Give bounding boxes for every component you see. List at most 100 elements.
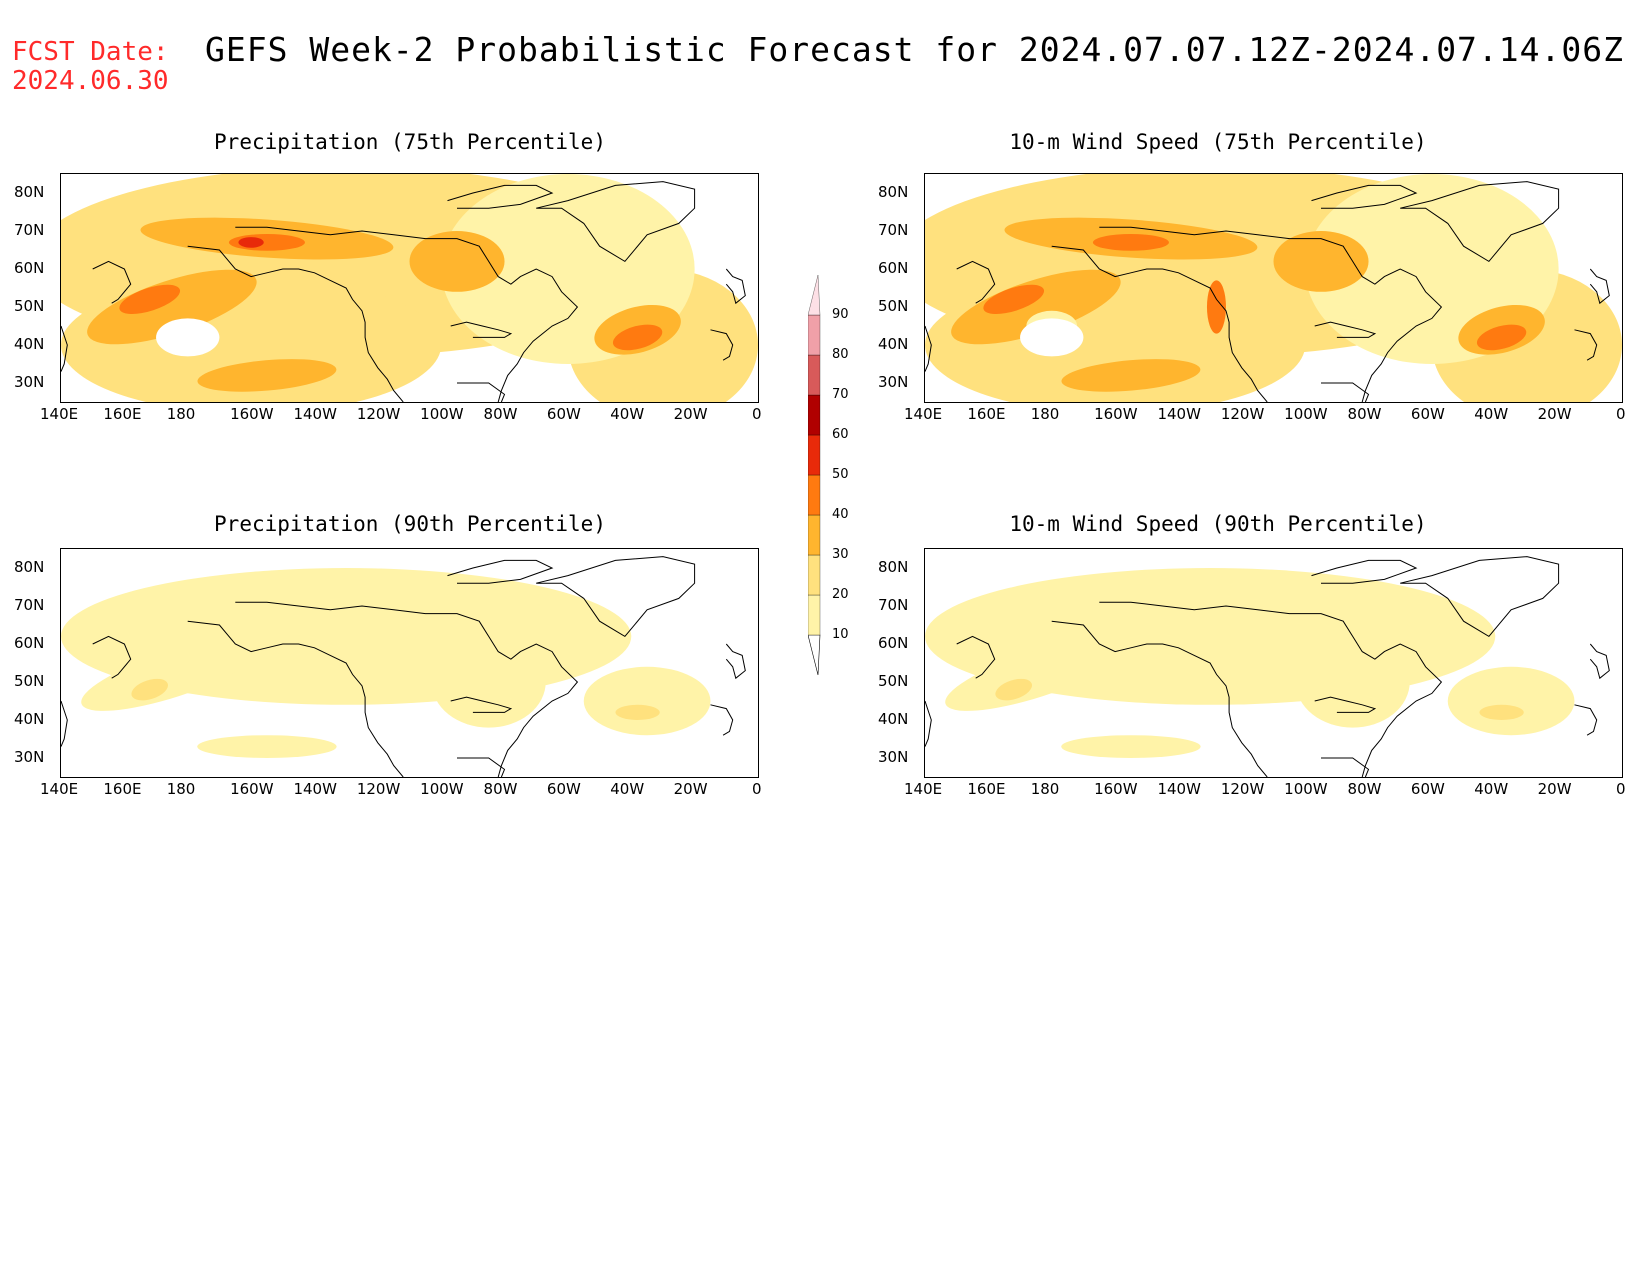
coastline (725, 643, 746, 680)
coastline (925, 700, 932, 747)
lat-tick-label: 80N (878, 558, 909, 576)
prob-40-area (1092, 234, 1169, 251)
lat-tick-label: 50N (14, 297, 45, 315)
coastline (1099, 601, 1443, 777)
lon-tick-label: 40W (1474, 780, 1509, 798)
coastline (956, 635, 996, 679)
prob-below-10-area (156, 318, 220, 357)
prob-20-area (131, 678, 169, 701)
lon-tick-label: 120W (1220, 405, 1265, 423)
prob-30-area (87, 269, 257, 345)
lat-tick-label: 30N (14, 748, 45, 766)
coastline (1051, 245, 1268, 402)
lat-tick-label: 50N (878, 672, 909, 690)
lon-tick-label: 80W (483, 405, 518, 423)
coastline (1574, 704, 1598, 736)
prob-30-area (951, 269, 1121, 345)
colorbar-swatch (807, 314, 821, 356)
lon-tick-label: 0 (1616, 405, 1626, 423)
map-frame (924, 173, 1623, 403)
lat-tick-label: 30N (878, 748, 909, 766)
coastline (1400, 556, 1560, 638)
lon-tick-label: 80W (483, 780, 518, 798)
prob-30-area (197, 359, 337, 392)
lon-tick-label: 100W (420, 405, 464, 423)
lon-tick-label: 0 (752, 780, 762, 798)
lat-tick-label: 40N (14, 710, 45, 728)
colorbar-level-label: 90 (832, 307, 849, 322)
lon-tick-label: 160W (230, 405, 274, 423)
colorbar-level-label: 60 (832, 427, 849, 442)
coastline (447, 559, 554, 584)
lat-tick-label: 80N (14, 558, 45, 576)
map-graphic (925, 174, 1622, 402)
lon-tick-label: 180 (1030, 780, 1060, 798)
prob-10-area (1295, 636, 1410, 728)
colorbar-level-label: 40 (832, 507, 849, 522)
panel-title: 10-m Wind Speed (90th Percentile) (1009, 512, 1427, 536)
coastline (457, 757, 506, 777)
lon-tick-label: 160E (967, 780, 1006, 798)
lon-tick-label: 80W (1347, 405, 1382, 423)
coastline (1589, 268, 1610, 305)
prob-40-area (1206, 280, 1226, 334)
panel-title: 10-m Wind Speed (75th Percentile) (1009, 130, 1427, 154)
lon-tick-label: 160W (1094, 405, 1138, 423)
coastline (61, 325, 68, 372)
forecast-date-label: FCST Date: (12, 37, 169, 67)
colorbar (807, 274, 878, 676)
coastline (1311, 184, 1418, 209)
prob-10-area (1447, 666, 1575, 736)
lat-tick-label: 60N (14, 634, 45, 652)
lat-tick-label: 40N (14, 335, 45, 353)
lat-tick-label: 60N (14, 259, 45, 277)
prob-50-area (238, 237, 264, 248)
lon-tick-label: 180 (1030, 405, 1060, 423)
lon-tick-label: 20W (673, 405, 708, 423)
coastline (92, 635, 132, 679)
colorbar-swatch (807, 434, 821, 476)
coastline (1321, 757, 1370, 777)
lon-tick-label: 20W (673, 780, 708, 798)
lat-tick-label: 80N (14, 183, 45, 201)
lat-tick-label: 60N (878, 634, 909, 652)
coastline (450, 696, 513, 713)
coastline (235, 226, 579, 402)
colorbar-level-label: 30 (832, 547, 849, 562)
panel-title: Precipitation (90th Percentile) (214, 512, 606, 536)
lon-tick-label: 140W (293, 780, 337, 798)
lon-tick-label: 160E (967, 405, 1006, 423)
lon-tick-label: 40W (1474, 405, 1509, 423)
coastline (710, 329, 734, 361)
prob-40-area (612, 324, 663, 351)
lon-tick-label: 140E (904, 780, 943, 798)
prob-40-area (1476, 324, 1527, 351)
lon-tick-label: 120W (356, 780, 401, 798)
lon-tick-label: 0 (752, 405, 762, 423)
lon-tick-label: 80W (1347, 780, 1382, 798)
lat-tick-label: 50N (14, 672, 45, 690)
prob-below-10-area (1020, 318, 1084, 357)
forecast-date-block: FCST Date: 2024.06.30 (12, 38, 169, 96)
coastline (235, 601, 579, 777)
lon-tick-label: 100W (1284, 780, 1328, 798)
prob-10-area (1061, 735, 1201, 758)
coastline (956, 260, 996, 304)
coastline (61, 700, 68, 747)
map-graphic (61, 174, 758, 402)
colorbar-swatch (807, 594, 821, 636)
lon-tick-label: 60W (1410, 405, 1445, 423)
prob-20-area (615, 704, 660, 720)
coastline (187, 245, 404, 402)
coastline (1574, 329, 1598, 361)
lat-tick-label: 70N (878, 221, 909, 239)
lon-tick-label: 20W (1537, 405, 1572, 423)
prob-40-area (119, 284, 181, 315)
forecast-date-value: 2024.06.30 (12, 66, 169, 96)
panel-wind-75: 10-m Wind Speed (75th Percentile) (868, 130, 1628, 430)
main-title: GEFS Week-2 Probabilistic Forecast for 2… (205, 30, 1625, 69)
map-graphic (61, 556, 746, 777)
colorbar-level-label: 10 (832, 627, 849, 642)
prob-30-area (409, 231, 505, 292)
lon-tick-label: 140E (40, 780, 79, 798)
